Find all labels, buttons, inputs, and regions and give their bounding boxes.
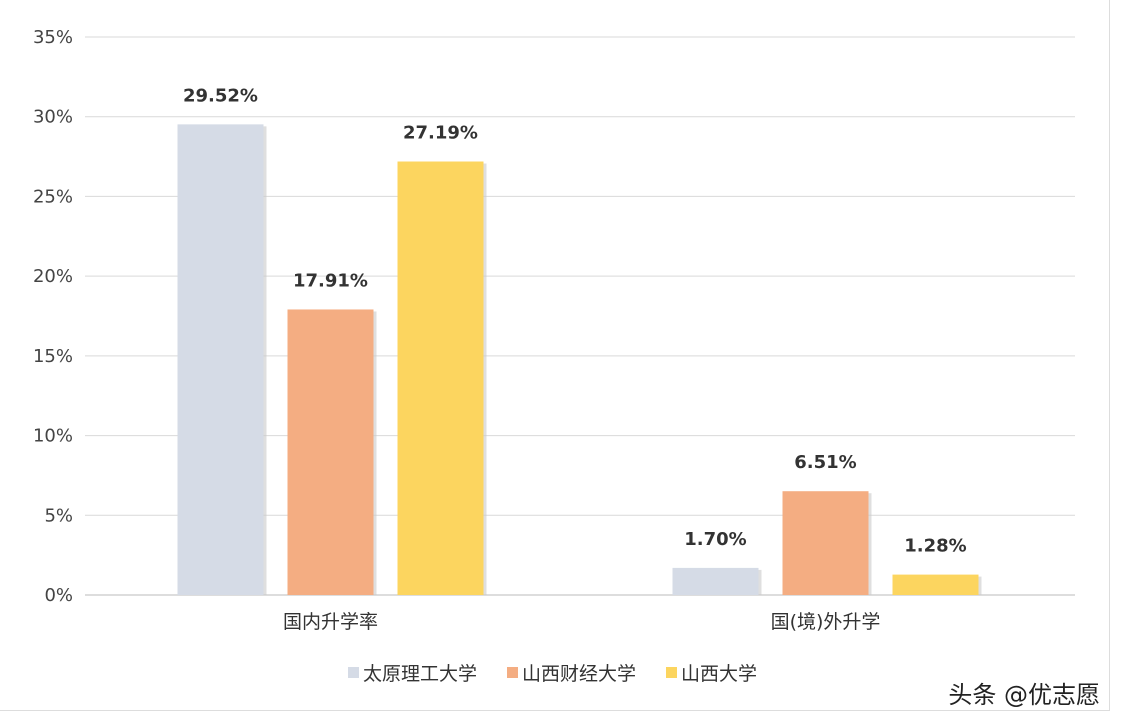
legend-swatch: [507, 667, 518, 678]
data-label: 6.51%: [794, 452, 856, 473]
data-label: 1.70%: [684, 529, 746, 550]
data-label: 17.91%: [293, 270, 368, 291]
y-tick-label: 5%: [44, 505, 73, 526]
bar: [177, 124, 264, 596]
y-tick-label: 30%: [33, 107, 73, 128]
bar: [397, 161, 484, 595]
bar: [892, 574, 979, 595]
legend-swatch: [666, 667, 677, 678]
y-tick-label: 20%: [33, 266, 73, 287]
legend-label: 山西财经大学: [522, 663, 636, 685]
data-label: 27.19%: [403, 123, 478, 144]
source-credit: 头条 @优志愿: [948, 681, 1100, 709]
y-tick-label: 35%: [33, 27, 73, 48]
x-tick-label: 国(境)外升学: [771, 611, 881, 633]
bar: [782, 491, 869, 595]
x-tick-label: 国内升学率: [283, 611, 378, 633]
chart-frame: [0, 0, 1110, 711]
legend-label: 山西大学: [681, 663, 757, 685]
data-label: 29.52%: [183, 85, 258, 106]
y-tick-label: 0%: [44, 585, 73, 606]
legend-swatch: [348, 667, 359, 678]
y-tick-label: 25%: [33, 186, 73, 207]
y-tick-label: 15%: [33, 346, 73, 367]
bar: [672, 567, 759, 595]
data-label: 1.28%: [904, 536, 966, 557]
y-tick-label: 10%: [33, 426, 73, 447]
legend-label: 太原理工大学: [363, 663, 477, 685]
bar: [287, 309, 374, 595]
